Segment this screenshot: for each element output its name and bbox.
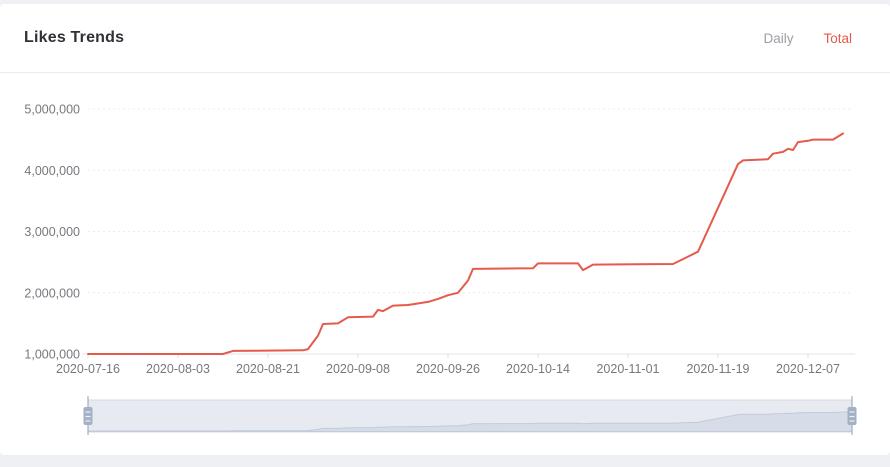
y-axis-tick-label: 1,000,000 <box>24 348 80 362</box>
y-axis-tick-label: 4,000,000 <box>24 164 80 178</box>
datazoom-data-shadow <box>87 411 853 432</box>
x-axis-tick-label: 2020-07-16 <box>56 362 120 376</box>
x-axis-tick-label: 2020-09-26 <box>416 362 480 376</box>
x-axis-tick-label: 2020-08-03 <box>146 362 210 376</box>
datazoom-slider[interactable] <box>83 396 857 435</box>
x-axis: 2020-07-16 2020-08-03 2020-08-21 2020-09-08… <box>56 354 840 376</box>
x-axis-tick-label: 2020-09-08 <box>326 362 390 376</box>
x-axis-tick-label: 2020-11-01 <box>596 362 659 376</box>
tab-total[interactable]: Total <box>823 30 852 46</box>
datazoom-handle-right[interactable] <box>847 396 857 435</box>
x-axis-tick-label: 2020-11-19 <box>686 362 749 376</box>
likes-trends-card: Likes Trends Daily Total 1,000,000 2,000,… <box>0 4 890 455</box>
y-axis-tick-label: 3,000,000 <box>24 225 80 239</box>
y-axis-tick-label: 2,000,000 <box>24 286 80 300</box>
chart-header: Likes Trends Daily Total <box>0 4 890 73</box>
x-axis-tick-label: 2020-12-07 <box>776 362 840 376</box>
total-likes-line <box>87 132 844 355</box>
page-title: Likes Trends <box>24 29 125 46</box>
y-axis: 1,000,000 2,000,000 3,000,000 4,000,000 5,00… <box>24 103 855 362</box>
x-axis-tick-label: 2020-08-21 <box>236 362 300 376</box>
tab-daily[interactable]: Daily <box>763 30 794 46</box>
x-axis-tick-label: 2020-10-14 <box>506 362 570 376</box>
likes-trend-chart: 1,000,000 2,000,000 3,000,000 4,000,000 5,00… <box>24 103 857 435</box>
y-axis-tick-label: 5,000,000 <box>24 103 80 117</box>
datazoom-handle-left[interactable] <box>83 396 93 435</box>
